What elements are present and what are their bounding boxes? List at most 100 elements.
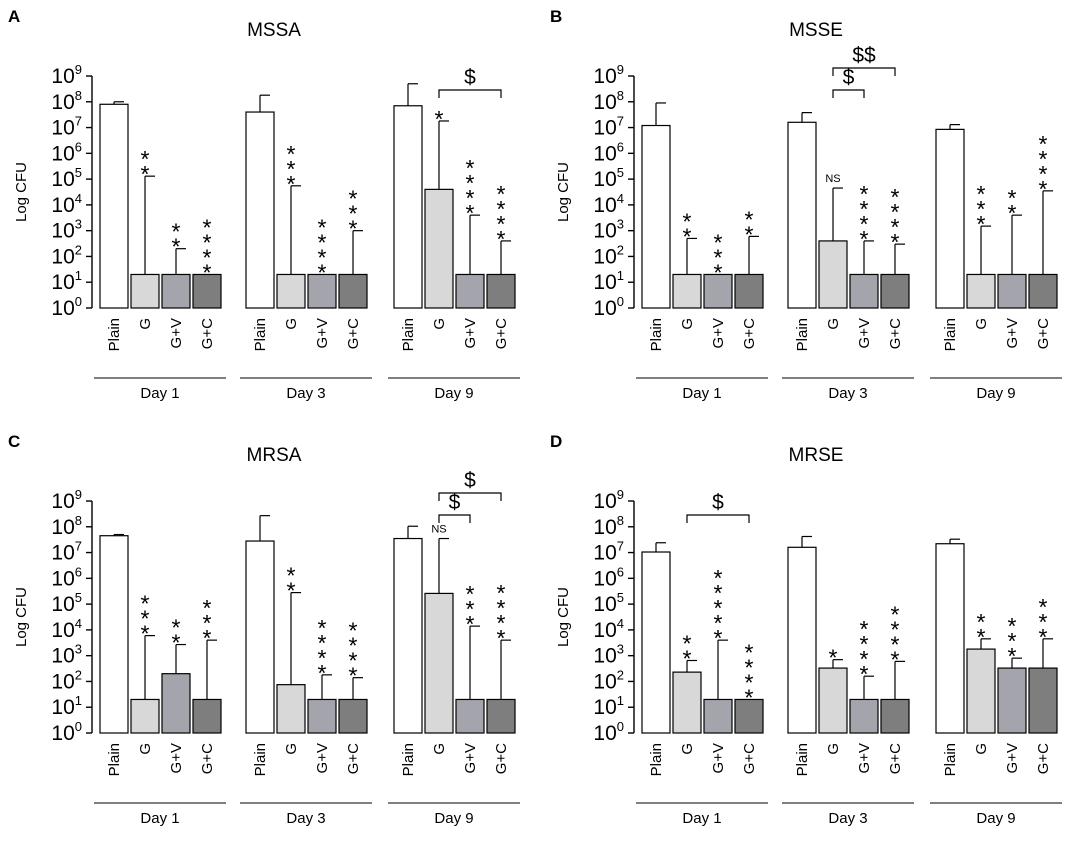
bar-plain [99, 103, 129, 309]
panel-D: D MRSE Log CFU 1001011021031041051061071081… [550, 432, 1062, 827]
y-tick-label: 106 [51, 139, 82, 165]
x-tick-label: G+C [887, 318, 904, 349]
panel-title: MRSA [247, 445, 302, 466]
y-tick-label: 100 [593, 294, 624, 320]
comparison-bracket [438, 514, 471, 523]
sig-star: * [891, 229, 900, 255]
sig-star: * [714, 259, 723, 285]
panel-title: MSSA [247, 20, 301, 41]
x-tick-label: G [431, 743, 448, 755]
day-label: Day 9 [434, 810, 473, 827]
day-label: Day 1 [682, 385, 721, 402]
x-tick-label: G+V [314, 743, 331, 773]
bar-g [276, 684, 306, 734]
bar-gplusc [880, 698, 910, 734]
sig-star: * [860, 646, 869, 672]
sig-star: * [349, 648, 358, 674]
sig-star: * [203, 610, 212, 636]
sig-star: * [829, 645, 838, 671]
y-tick-label: 101 [51, 268, 82, 294]
y-tick-label: 109 [51, 62, 82, 88]
sig-star: * [172, 219, 181, 245]
day-label: Day 1 [140, 385, 179, 402]
sig-star: * [287, 171, 296, 197]
x-tick-label: Plain [252, 743, 269, 776]
comparison-bracket [686, 514, 750, 523]
x-tick-label: G+V [168, 318, 185, 348]
day-label: Day 9 [434, 385, 473, 402]
x-tick-label: G+C [493, 743, 510, 774]
sig-star: * [203, 259, 212, 285]
sig-star: * [497, 211, 506, 237]
bar-gplusc [1028, 667, 1058, 734]
x-tick-label: Plain [794, 743, 811, 776]
bar-gplusc [192, 273, 222, 309]
sig-star: * [466, 185, 475, 211]
sig-star: * [891, 199, 900, 225]
sig-star: * [1008, 628, 1017, 654]
sig-star: * [860, 616, 869, 642]
sig-star: * [318, 630, 327, 656]
sig-star: * [683, 630, 692, 656]
sig-star: * [1039, 131, 1048, 157]
sig-star: * [497, 226, 506, 252]
sig-star: * [1008, 185, 1017, 211]
panel-letter: D [550, 432, 562, 451]
bar-gplusc [734, 273, 764, 309]
y-tick-label: 108 [51, 88, 82, 114]
sig-star: * [349, 186, 358, 212]
sig-star: * [141, 161, 150, 187]
y-axis-label: Log CFU [13, 162, 30, 222]
y-tick-label: 104 [51, 191, 82, 217]
sig-star: * [435, 106, 444, 132]
x-tick-label: G [973, 318, 990, 330]
y-tick-label: 100 [51, 294, 82, 320]
x-tick-label: G [283, 318, 300, 330]
sig-star: * [172, 630, 181, 656]
sig-star: * [318, 615, 327, 641]
sig-star: * [860, 226, 869, 252]
bracket-label: $ [464, 66, 476, 89]
sig-star: * [172, 615, 181, 641]
sig-star: * [349, 201, 358, 227]
y-tick-label: 109 [593, 62, 624, 88]
bar-gplusc [338, 273, 368, 309]
x-tick-label: G+C [741, 743, 758, 774]
sig-star: * [497, 181, 506, 207]
x-tick-label: G [431, 318, 448, 330]
bar-plain [245, 111, 275, 309]
bracket-label: $ [843, 66, 855, 89]
sig-star: * [891, 214, 900, 240]
bar-plain [641, 551, 671, 734]
bar-gplusv [849, 273, 879, 309]
x-tick-label: Plain [400, 318, 417, 351]
sig-star: * [318, 259, 327, 285]
sig-star: * [714, 625, 723, 651]
sig-star: * [349, 663, 358, 689]
panel-letter: A [8, 7, 20, 26]
x-tick-label: Plain [942, 743, 959, 776]
y-tick-label: 105 [51, 590, 82, 616]
day-label: Day 3 [286, 810, 325, 827]
day-label: Day 1 [140, 810, 179, 827]
sig-star: * [203, 214, 212, 240]
sig-star: * [1008, 643, 1017, 669]
day-label: Day 3 [828, 385, 867, 402]
sig-star: * [203, 244, 212, 270]
sig-star: * [466, 155, 475, 181]
sig-star: * [1039, 176, 1048, 202]
y-axis-label: Log CFU [555, 587, 572, 647]
sig-star: * [1039, 594, 1048, 620]
y-tick-label: 105 [593, 165, 624, 191]
y-tick-label: 103 [51, 217, 82, 243]
sig-star: * [466, 170, 475, 196]
x-tick-label: G+C [1035, 318, 1052, 349]
sig-star: * [714, 610, 723, 636]
sig-star: * [497, 595, 506, 621]
bar-gplusv [161, 273, 191, 309]
x-tick-label: G+V [856, 743, 873, 773]
bar-g [966, 648, 996, 734]
bar-gplusv [455, 698, 485, 734]
sig-star: * [891, 184, 900, 210]
